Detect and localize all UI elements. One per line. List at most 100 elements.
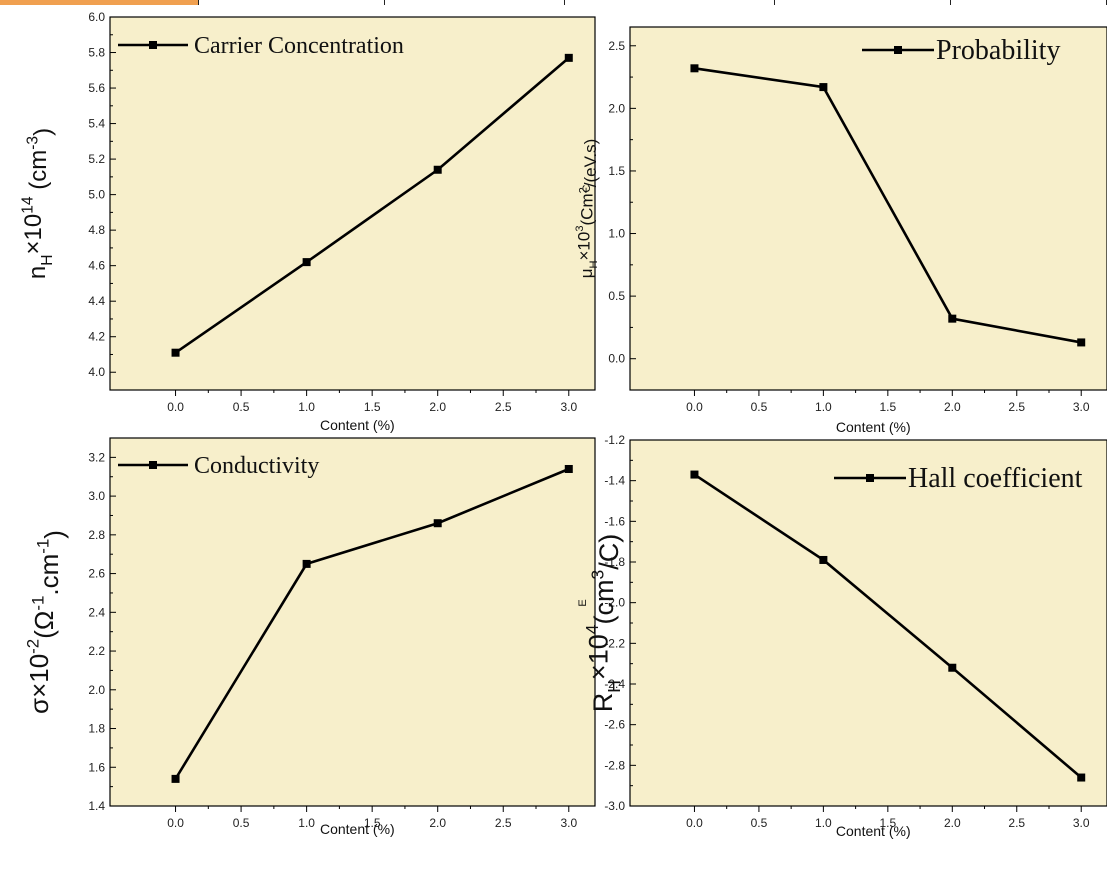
- y-tick-label: -1.8: [604, 555, 625, 569]
- series-line: [693, 473, 1083, 779]
- strip-cell: [0, 0, 199, 5]
- chart-panel-2: 0.0 0.5 1.0 1.5 2.0 2.5 0.0 0.5 1.0 1.5 2.0 2.5 3.0 C…: [574, 26, 1107, 435]
- x-tick-label: 3.0: [1073, 816, 1090, 830]
- x-tick-label: 0.5: [751, 400, 768, 414]
- x-axis-label: Content (%): [836, 419, 911, 435]
- y-tick-label: 4.4: [88, 294, 105, 308]
- y-tick-label: 3.2: [88, 450, 105, 464]
- x-tick-label: 2.5: [495, 816, 512, 830]
- y-tick-label: 1.5: [608, 164, 625, 178]
- x-axis-label: Content (%): [836, 823, 911, 839]
- data-point: [302, 559, 311, 568]
- legend-marker: [894, 46, 902, 54]
- data-point: [1077, 338, 1086, 347]
- y-tick-label: 5.4: [88, 117, 105, 131]
- data-point: [690, 470, 699, 479]
- y-tick-label: 4.6: [88, 259, 105, 273]
- data-point: [171, 348, 180, 357]
- strip-cell: [774, 0, 951, 5]
- strip-cell: [384, 0, 565, 5]
- series-line: [174, 56, 570, 354]
- data-point: [564, 464, 573, 473]
- y-tick-label: 2.5: [608, 39, 625, 53]
- x-tick-label: 2.5: [495, 400, 512, 414]
- x-tick-label: 0.0: [686, 816, 703, 830]
- series-line: [174, 467, 570, 780]
- y-tick-label: -2.4: [604, 677, 625, 691]
- series-line: [694, 67, 1082, 344]
- x-tick-label: 2.0: [944, 816, 961, 830]
- y-axis-label: μH​×103​(Cm2​/(eV.s): [574, 139, 600, 279]
- y-tick-label: -3.0: [604, 799, 625, 813]
- y-axis-label: σ×10-2​(Ω-1​.cm-1​): [24, 530, 69, 714]
- plot-area: [109, 437, 596, 807]
- data-point: [819, 555, 828, 564]
- y-tick-label: -1.2: [604, 433, 625, 447]
- x-tick-label: 2.0: [944, 400, 961, 414]
- data-point: [948, 314, 957, 323]
- x-tick-label: 0.5: [233, 816, 250, 830]
- x-tick-label: 0.0: [167, 816, 184, 830]
- legend-label: Conductivity: [194, 453, 319, 479]
- x-tick-label: 2.5: [1008, 816, 1025, 830]
- x-tick-label: 2.0: [429, 400, 446, 414]
- legend-marker: [149, 41, 157, 49]
- y-tick-label: 0.0: [608, 352, 625, 366]
- x-tick-label: 0.5: [751, 816, 768, 830]
- data-point: [302, 258, 311, 267]
- y-tick-label: 2.6: [88, 567, 105, 581]
- x-tick-label: 3.0: [560, 816, 577, 830]
- y-tick-label: 1.8: [88, 722, 105, 736]
- y-tick-label: 4.0: [88, 365, 105, 379]
- legend-marker: [866, 474, 874, 482]
- data-point: [948, 663, 957, 672]
- y-tick-label: 2.0: [608, 101, 625, 115]
- data-point: [433, 165, 442, 174]
- x-tick-label: 1.0: [815, 400, 832, 414]
- y-tick-label: -1.4: [604, 474, 625, 488]
- x-tick-label: 1.5: [364, 816, 381, 830]
- y-tick-label: 1.0: [608, 227, 625, 241]
- x-tick-label: 1.0: [298, 400, 315, 414]
- y-tick-label: -2.6: [604, 718, 625, 732]
- x-tick-label: 0.5: [233, 400, 250, 414]
- x-tick-label: 3.0: [1073, 400, 1090, 414]
- x-tick-label: 2.5: [1008, 400, 1025, 414]
- y-tick-label: 1.6: [88, 760, 105, 774]
- y-tick-label: 6.0: [88, 10, 105, 24]
- chart-panel-3: 1.4 1.6 1.8 2.0 2.2 2.4 2.6 2.8 3.0 3.2 0.0 0.5 1.0 1…: [24, 437, 596, 837]
- chart-panel-4: -3.0 -2.8 -2.6 -2.4 -2.2 -2.0 -1.8 -1.6 -1.4 -1.2…: [577, 433, 1107, 839]
- y-axis-label: RH​×104​(cm3​/C): [582, 534, 624, 713]
- data-point: [433, 519, 442, 528]
- plot-area: [629, 26, 1107, 391]
- y-tick-label: 1.4: [88, 799, 105, 813]
- y-tick-label: 5.6: [88, 81, 105, 95]
- y-tick-label: 2.2: [88, 644, 105, 658]
- x-axis-label: Content (%): [320, 417, 395, 433]
- y-side-letter: C: [581, 184, 593, 192]
- x-tick-label: 1.0: [298, 816, 315, 830]
- y-tick-label: -2.2: [604, 636, 625, 650]
- plot-area: [629, 439, 1107, 807]
- legend-label: Probability: [936, 35, 1060, 66]
- data-point: [564, 53, 573, 62]
- data-point: [819, 83, 828, 92]
- x-tick-label: 1.5: [879, 400, 896, 414]
- strip-cell: [198, 0, 385, 5]
- y-tick-label: 4.2: [88, 330, 105, 344]
- y-tick-label: 5.8: [88, 46, 105, 60]
- legend-label: Carrier Concentration: [194, 33, 404, 59]
- y-side-letter: E: [577, 599, 589, 606]
- y-tick-label: -1.6: [604, 514, 625, 528]
- y-tick-label: 4.8: [88, 223, 105, 237]
- x-tick-label: 1.5: [879, 816, 896, 830]
- data-point: [171, 774, 180, 783]
- legend-marker: [149, 461, 157, 469]
- y-tick-label: -2.0: [604, 596, 625, 610]
- legend-label: Hall coefficient: [908, 463, 1083, 494]
- y-tick-label: 2.8: [88, 528, 105, 542]
- data-point: [1077, 773, 1086, 782]
- y-tick-label: -2.8: [604, 758, 625, 772]
- y-tick-label: 3.0: [88, 489, 105, 503]
